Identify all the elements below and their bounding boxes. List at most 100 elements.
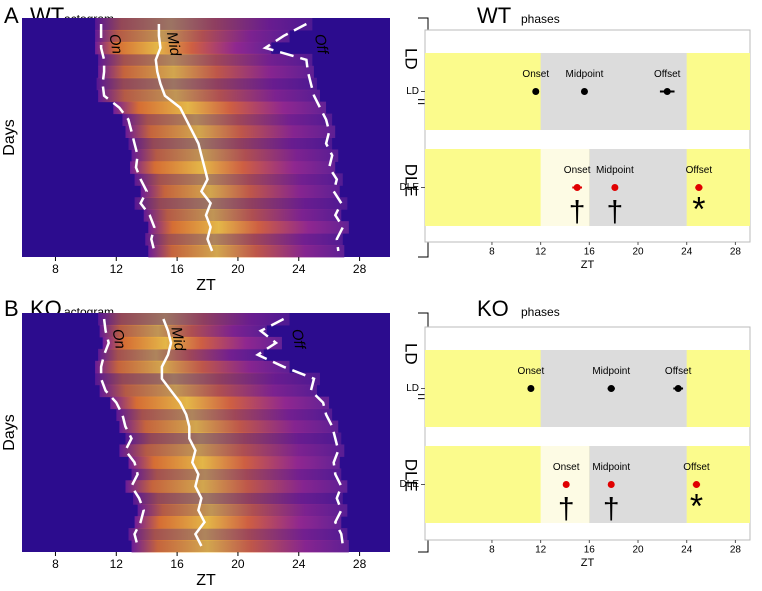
phase-point <box>573 184 581 191</box>
significance-mark: * <box>692 190 705 228</box>
x-axis-label: ZT <box>196 572 216 589</box>
x-tick-label: 24 <box>292 557 306 571</box>
x-tick-label: 16 <box>584 247 596 258</box>
activity-band <box>131 149 339 162</box>
y-tick-label: DLE <box>400 182 420 193</box>
point-label: Offset <box>665 366 692 377</box>
activity-band <box>102 336 282 350</box>
x-axis-label: ZT <box>581 557 595 569</box>
x-tick-label: 24 <box>292 262 306 276</box>
x-tick-label: 16 <box>170 262 184 276</box>
phase-point <box>663 88 671 95</box>
activity-band <box>131 540 349 553</box>
x-tick-label: 28 <box>730 247 742 258</box>
significance-mark: † <box>603 492 620 525</box>
x-tick-label: 8 <box>52 262 59 276</box>
x-tick-label: 20 <box>632 545 644 556</box>
condition-label: DLE <box>402 459 421 492</box>
activity-band <box>98 313 290 326</box>
trace-line <box>262 22 345 252</box>
panel-letter: A <box>4 3 19 28</box>
x-tick-label: 16 <box>170 557 184 571</box>
activity-band <box>95 360 290 374</box>
trace-label: On <box>105 33 125 56</box>
phase-point <box>607 481 615 488</box>
chart-subtitle: phases <box>521 12 560 26</box>
x-tick-label: 24 <box>681 545 693 556</box>
x-tick-label: 28 <box>353 557 367 571</box>
trace-line <box>255 317 345 547</box>
phase-point <box>580 88 588 95</box>
trace-label: On <box>109 328 129 351</box>
x-tick-label: 20 <box>231 262 245 276</box>
significance-mark: † <box>569 195 586 228</box>
phase-point <box>562 481 570 488</box>
y-axis-label: Days <box>1 119 18 155</box>
condition-label: LD <box>402 48 421 70</box>
phase-point <box>695 184 703 191</box>
activity-band <box>98 53 313 67</box>
chart-subtitle: phases <box>521 305 560 319</box>
activity-band <box>122 113 333 127</box>
activity-band <box>99 384 317 398</box>
activity-band <box>119 420 339 433</box>
significance-mark: † <box>558 492 575 525</box>
x-tick-label: 28 <box>353 262 367 276</box>
activity-band <box>148 245 345 258</box>
x-tick-label: 12 <box>110 262 124 276</box>
phase-point <box>611 184 619 191</box>
activity-band <box>134 516 342 529</box>
x-tick-label: 24 <box>681 247 693 258</box>
activity-band <box>128 456 340 469</box>
x-tick-label: 12 <box>535 247 547 258</box>
point-label: Midpoint <box>592 462 630 473</box>
x-tick-label: 20 <box>231 557 245 571</box>
activity-band <box>98 348 264 362</box>
activity-band <box>110 396 330 410</box>
chart-title: WT <box>477 3 511 28</box>
activity-band <box>96 77 317 91</box>
point-label: Offset <box>654 69 681 80</box>
activity-band <box>125 432 342 445</box>
point-label: Onset <box>522 69 549 80</box>
activity-band <box>113 101 327 115</box>
significance-mark: † <box>607 195 624 228</box>
x-tick-label: 8 <box>489 545 495 556</box>
y-tick-label: DLE <box>400 479 420 490</box>
trace-label: Off <box>288 328 309 352</box>
activity-band <box>145 233 343 246</box>
x-tick-label: 20 <box>632 247 644 258</box>
phase-point <box>692 481 700 488</box>
dark-band <box>589 149 687 226</box>
activity-band <box>125 125 336 138</box>
activity-band <box>133 492 343 505</box>
x-tick-label: 12 <box>110 557 124 571</box>
phase-point <box>527 385 535 392</box>
chart-title: KO <box>477 296 509 321</box>
activity-band <box>119 444 345 457</box>
activity-band <box>99 324 267 338</box>
phase-point <box>607 385 615 392</box>
activity-band <box>130 161 336 174</box>
panel-letter: B <box>4 296 19 321</box>
activity-band <box>143 209 342 222</box>
dark-band <box>589 446 687 523</box>
activity-band <box>95 18 313 31</box>
activity-band <box>95 29 290 43</box>
x-tick-label: 12 <box>535 545 547 556</box>
trace-label: Mid <box>167 326 188 353</box>
x-axis-label: ZT <box>196 277 216 294</box>
activity-band <box>134 197 348 210</box>
activity-band <box>98 89 320 103</box>
x-tick-label: 8 <box>489 247 495 258</box>
trace-label: Off <box>311 33 332 57</box>
point-label: Onset <box>564 165 591 176</box>
x-tick-label: 8 <box>52 557 59 571</box>
condition-label: DLE <box>402 164 421 197</box>
activity-band <box>98 65 314 79</box>
activity-band <box>140 185 340 198</box>
point-label: Onset <box>553 462 580 473</box>
point-label: Midpoint <box>566 69 604 80</box>
trace-label: Mid <box>163 31 184 58</box>
